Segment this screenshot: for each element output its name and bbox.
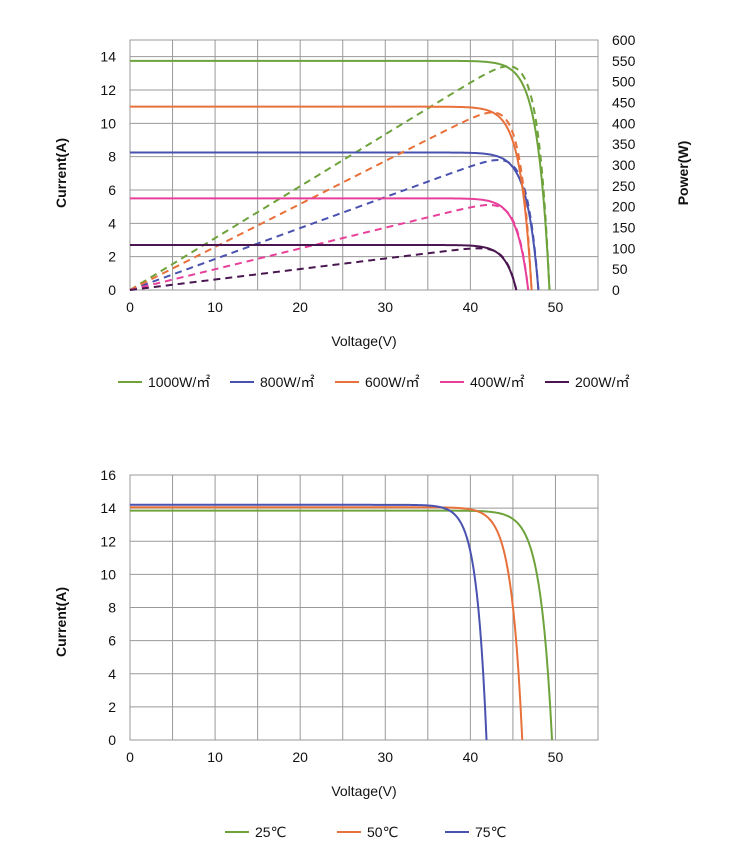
y2-tick-label: 450 — [612, 95, 636, 111]
y2-tick-label: 100 — [612, 240, 636, 256]
x-tick-label: 20 — [292, 299, 308, 315]
x-tick-label: 10 — [207, 749, 223, 765]
legend-label: 1000W/㎡ — [148, 374, 210, 390]
y-tick-label: 16 — [100, 467, 116, 483]
y-tick-label: 2 — [108, 249, 116, 265]
legend-label: 75℃ — [475, 824, 506, 840]
x-axis-title: Voltage(V) — [331, 783, 396, 799]
y-tick-label: 8 — [108, 149, 116, 165]
x-tick-label: 40 — [463, 749, 479, 765]
legend-label: 25℃ — [255, 824, 286, 840]
y-axis-title: Current(A) — [53, 138, 69, 208]
iv-curve — [130, 197, 530, 291]
power-curve — [129, 247, 518, 291]
y-tick-label: 10 — [100, 115, 116, 131]
y-tick-label: 14 — [100, 49, 116, 65]
y-tick-label: 14 — [100, 500, 116, 516]
legend: 25℃ 50℃ 75℃ — [225, 824, 506, 840]
y-axis-title: Current(A) — [53, 587, 69, 657]
power-curve — [129, 111, 533, 291]
y2-tick-label: 0 — [612, 282, 620, 298]
y-tick-label: 0 — [108, 282, 116, 298]
power-curve — [129, 65, 551, 291]
y-tick-label: 8 — [108, 600, 116, 616]
legend-label: 50℃ — [367, 824, 398, 840]
x-tick-label: 50 — [548, 749, 564, 765]
y2-tick-labels: 0 50 100 150 200 250 300 350 400 450 500 550 600 — [612, 32, 636, 298]
y2-tick-label: 550 — [612, 53, 636, 69]
x-tick-label: 30 — [377, 299, 393, 315]
y-tick-label: 6 — [108, 633, 116, 649]
iv-curve — [130, 151, 540, 291]
x-axis-title: Voltage(V) — [331, 333, 396, 349]
curves — [130, 503, 554, 741]
y-tick-label: 4 — [108, 215, 116, 231]
y2-axis-title: Power(W) — [675, 141, 691, 206]
gridlines — [129, 40, 599, 291]
y-tick-label: 2 — [108, 699, 116, 715]
y-tick-labels: 0 2 4 6 8 10 12 14 16 — [100, 467, 116, 748]
y2-tick-label: 50 — [612, 261, 628, 277]
iv-curve — [130, 506, 524, 741]
power-curve — [129, 158, 540, 291]
power-curve — [129, 203, 530, 291]
y-tick-label: 10 — [100, 566, 116, 582]
y2-tick-label: 400 — [612, 115, 636, 131]
legend-label: 400W/㎡ — [470, 374, 524, 390]
y-tick-label: 12 — [100, 533, 116, 549]
y-tick-label: 4 — [108, 666, 116, 682]
y-tick-label: 12 — [100, 82, 116, 98]
iv-curve — [130, 105, 533, 291]
iv-curve — [130, 503, 488, 741]
y2-tick-label: 200 — [612, 199, 636, 215]
legend-label: 600W/㎡ — [365, 374, 419, 390]
x-tick-label: 10 — [207, 299, 223, 315]
x-tick-label: 0 — [126, 749, 134, 765]
x-tick-labels: 0 10 20 30 40 50 — [126, 299, 563, 315]
y2-tick-label: 250 — [612, 178, 636, 194]
y-tick-label: 6 — [108, 182, 116, 198]
y2-tick-label: 350 — [612, 136, 636, 152]
y2-tick-label: 600 — [612, 32, 636, 48]
x-tick-label: 40 — [463, 299, 479, 315]
legend: 1000W/㎡ 800W/㎡ 600W/㎡ 400W/㎡ 200W/㎡ — [118, 374, 629, 390]
x-tick-label: 20 — [292, 749, 308, 765]
y-tick-labels: 0 2 4 6 8 10 12 14 — [100, 49, 116, 298]
x-tick-labels: 0 10 20 30 40 50 — [126, 749, 563, 765]
temperature-chart: 0 2 4 6 8 10 12 14 16 0 10 20 30 40 50 Current(A) Vol… — [53, 467, 599, 840]
curves — [129, 59, 551, 291]
iv-curve — [130, 244, 518, 291]
y2-tick-label: 500 — [612, 74, 636, 90]
plot-area — [129, 39, 599, 291]
iv-curve — [130, 509, 554, 741]
iv-curve — [130, 59, 551, 291]
y2-tick-label: 150 — [612, 220, 636, 236]
x-tick-label: 0 — [126, 299, 134, 315]
legend-label: 200W/㎡ — [575, 374, 629, 390]
x-tick-label: 50 — [548, 299, 564, 315]
y2-tick-label: 300 — [612, 157, 636, 173]
legend-label: 800W/㎡ — [260, 374, 314, 390]
y-tick-label: 0 — [108, 732, 116, 748]
x-tick-label: 30 — [377, 749, 393, 765]
